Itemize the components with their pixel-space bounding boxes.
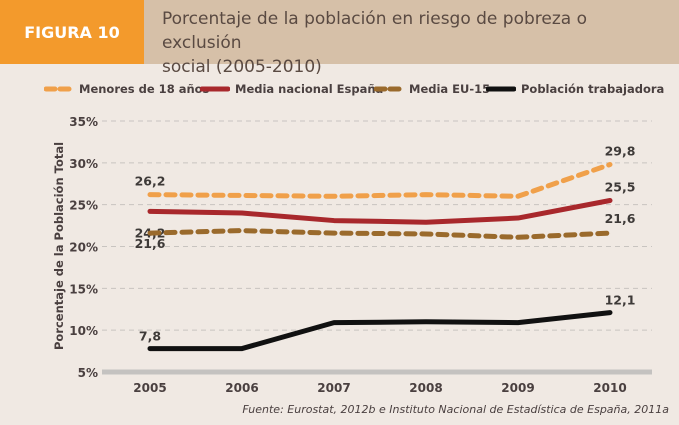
x-tick-label: 2010: [593, 381, 626, 395]
figure-title-line1: Porcentaje de la población en riesgo de …: [162, 9, 587, 53]
legend-item: Media nacional España: [200, 82, 383, 96]
data-label: 12,1: [605, 293, 636, 308]
legend-label: Población trabajadora: [521, 82, 665, 96]
figure-header: FIGURA 10 Porcentaje de la población en …: [0, 0, 679, 77]
legend-label: Menores de 18 años: [79, 82, 210, 96]
legend-swatch: [44, 86, 74, 92]
legend-label: Media nacional España: [235, 82, 384, 96]
chart-legend: Menores de 18 años Media nacional España M…: [0, 82, 679, 100]
legend-item: Población trabajadora: [486, 82, 664, 96]
x-tick-label: 2008: [409, 381, 442, 395]
y-tick-label: 5%: [78, 366, 98, 380]
source-note: Fuente: Eurostat, 2012b e Instituto Naci…: [242, 403, 669, 416]
figure-title-line2: social (2005-2010): [162, 57, 322, 77]
figure-label: FIGURA 10: [0, 0, 144, 64]
x-tick-label: 2007: [317, 381, 350, 395]
data-label: 21,6: [605, 211, 636, 226]
legend-swatch: [486, 86, 516, 92]
x-tick-label: 2006: [225, 381, 258, 395]
data-label: 26,2: [135, 174, 166, 189]
y-tick-label: 30%: [69, 157, 98, 171]
data-label: 29,8: [605, 144, 636, 159]
x-tick-label: 2009: [501, 381, 534, 395]
y-tick-label: 15%: [69, 282, 98, 296]
series-line-0: [147, 162, 613, 199]
data-label: 25,5: [605, 179, 636, 194]
series-line-1: [147, 197, 613, 225]
y-tick-label: 25%: [69, 199, 98, 213]
data-label: 7,8: [139, 329, 161, 344]
legend-swatch: [200, 86, 230, 92]
legend-swatch: [374, 86, 404, 92]
series-line-2: [147, 228, 613, 240]
legend-item: Media EU-15: [374, 82, 490, 96]
series-line-3: [147, 310, 613, 352]
data-label: 21,6: [135, 236, 166, 251]
legend-item: Menores de 18 años: [44, 82, 209, 96]
y-tick-label: 10%: [69, 324, 98, 338]
legend-label: Media EU-15: [409, 82, 491, 96]
y-tick-label: 35%: [69, 115, 98, 129]
y-tick-label: 20%: [69, 241, 98, 255]
y-axis-label: Porcentaje de la Población Total: [52, 142, 66, 350]
x-tick-label: 2005: [133, 381, 166, 395]
figure-title: Porcentaje de la población en riesgo de …: [162, 7, 662, 79]
